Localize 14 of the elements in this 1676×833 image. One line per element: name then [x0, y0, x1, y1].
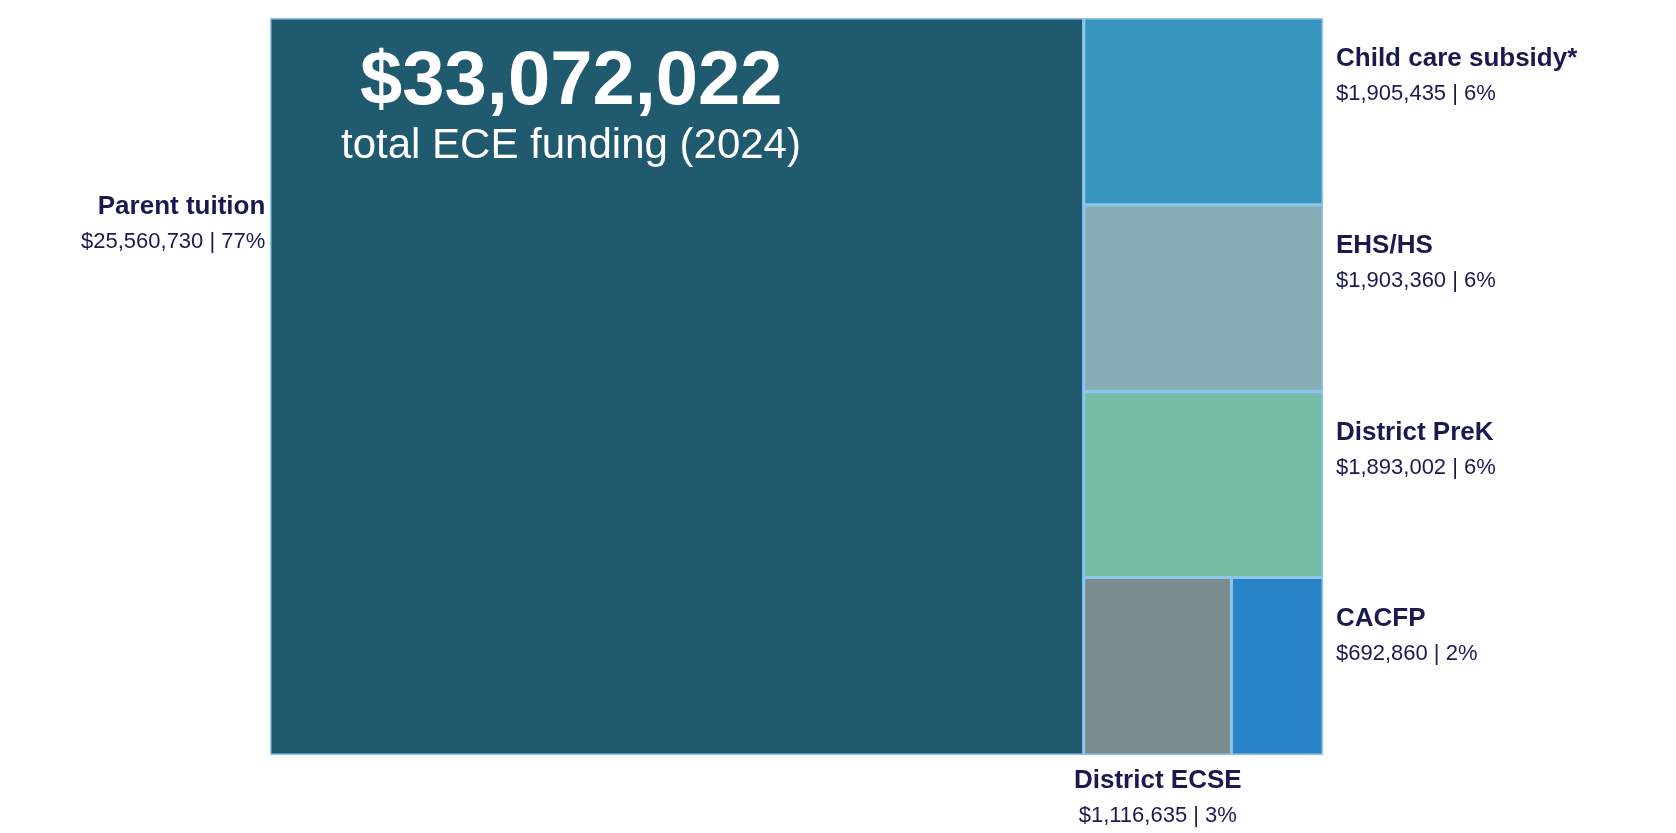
data-label: $692,860 | 2% [1336, 639, 1478, 665]
data-label: $1,903,360 | 6% [1336, 266, 1496, 292]
category-label: District ECSE [1074, 764, 1242, 794]
text: total ECE funding (2024) [341, 120, 801, 167]
data-label: $1,893,002 | 6% [1336, 453, 1496, 479]
category-label: Child care subsidy* [1336, 42, 1579, 72]
data-label: $1,905,435 | 6% [1336, 79, 1496, 105]
text: $33,072,022 [360, 35, 783, 120]
category-label: Parent tuition [97, 190, 266, 220]
category-label: EHS/HS [1336, 229, 1433, 259]
category-label: CACFP [1336, 602, 1426, 632]
data-label: $25,560,730 | 77% [81, 227, 266, 253]
category-label: District PreK [1336, 416, 1494, 446]
data-label: $1,116,635 | 3% [1078, 801, 1237, 827]
